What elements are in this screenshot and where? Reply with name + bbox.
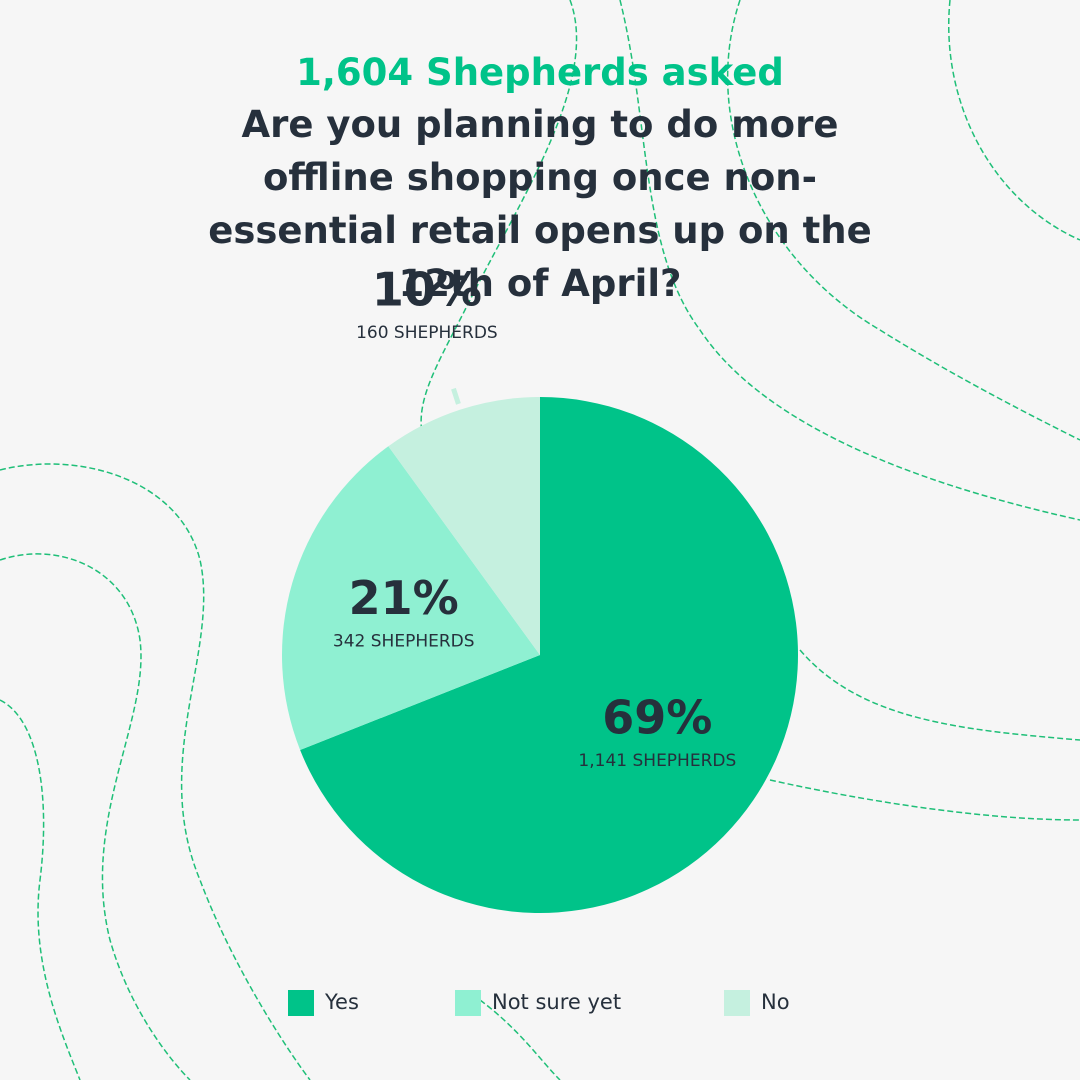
legend-label: Yes — [324, 990, 359, 1014]
header: 1,604 Shepherds asked Are you planning t… — [140, 48, 940, 310]
value-label: 21% — [349, 571, 459, 625]
legend-swatch — [455, 990, 481, 1016]
value-label: 69% — [602, 690, 712, 744]
legend-swatch — [724, 990, 750, 1016]
legend-swatch — [288, 990, 314, 1016]
chart-subtitle: 1,604 Shepherds asked — [296, 51, 784, 94]
leader-line — [451, 387, 461, 405]
count-label: 160 SHEPHERDS — [356, 323, 498, 343]
legend-label: Not sure yet — [492, 990, 621, 1014]
pie-slice — [300, 397, 798, 914]
count-label: 1,141 SHEPHERDS — [578, 751, 736, 771]
chart-title: Are you planning to do more offline shop… — [208, 103, 872, 305]
pie-slice — [282, 446, 540, 750]
count-label: 342 SHEPHERDS — [333, 631, 475, 651]
pie-slice — [388, 397, 540, 655]
value-label: 10% — [372, 262, 482, 316]
legend-label: No — [761, 990, 790, 1014]
